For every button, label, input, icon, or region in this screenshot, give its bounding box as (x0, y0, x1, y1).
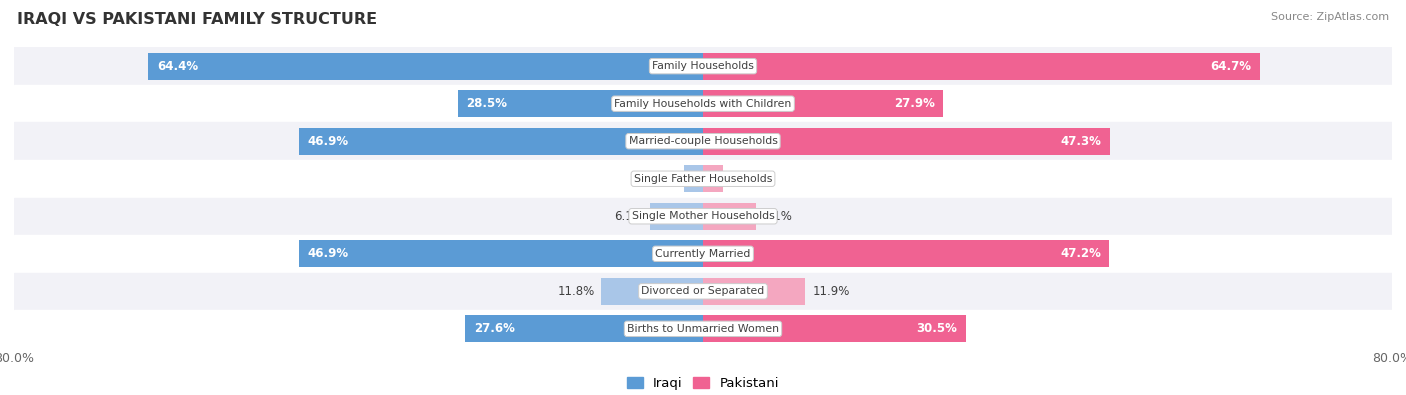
Text: Married-couple Households: Married-couple Households (628, 136, 778, 146)
Text: 46.9%: 46.9% (308, 247, 349, 260)
Text: 11.9%: 11.9% (813, 285, 849, 298)
Text: 27.6%: 27.6% (474, 322, 515, 335)
Bar (703, 278, 806, 305)
Bar (703, 203, 755, 230)
Bar (703, 240, 1109, 267)
Text: Single Father Households: Single Father Households (634, 174, 772, 184)
Bar (299, 240, 703, 267)
Text: 46.9%: 46.9% (308, 135, 349, 148)
Text: Births to Unmarried Women: Births to Unmarried Women (627, 324, 779, 334)
Bar (703, 90, 943, 117)
Bar (14, 310, 1392, 348)
Bar (457, 90, 703, 117)
Bar (703, 128, 1111, 155)
Text: 11.8%: 11.8% (557, 285, 595, 298)
Text: Family Households with Children: Family Households with Children (614, 99, 792, 109)
Bar (149, 53, 703, 80)
Text: 64.4%: 64.4% (157, 60, 198, 73)
Bar (703, 165, 723, 192)
Legend: Iraqi, Pakistani: Iraqi, Pakistani (621, 371, 785, 395)
Text: 2.3%: 2.3% (730, 172, 759, 185)
Text: 2.2%: 2.2% (647, 172, 678, 185)
Bar (14, 47, 1392, 85)
Text: 28.5%: 28.5% (467, 97, 508, 110)
Text: 47.2%: 47.2% (1060, 247, 1101, 260)
Bar (14, 122, 1392, 160)
Text: Single Mother Households: Single Mother Households (631, 211, 775, 221)
Bar (299, 128, 703, 155)
Text: 30.5%: 30.5% (917, 322, 957, 335)
Text: Currently Married: Currently Married (655, 249, 751, 259)
Bar (685, 165, 703, 192)
Bar (465, 315, 703, 342)
Text: 27.9%: 27.9% (894, 97, 935, 110)
Bar (14, 160, 1392, 198)
Bar (602, 278, 703, 305)
Text: 47.3%: 47.3% (1062, 135, 1102, 148)
Bar (651, 203, 703, 230)
Text: Source: ZipAtlas.com: Source: ZipAtlas.com (1271, 12, 1389, 22)
Text: 6.1%: 6.1% (762, 210, 793, 223)
Text: 64.7%: 64.7% (1211, 60, 1251, 73)
Text: Family Households: Family Households (652, 61, 754, 71)
Bar (14, 235, 1392, 273)
Bar (14, 85, 1392, 122)
Bar (703, 53, 1260, 80)
Text: 6.1%: 6.1% (613, 210, 644, 223)
Bar (703, 315, 966, 342)
Text: Divorced or Separated: Divorced or Separated (641, 286, 765, 296)
Bar (14, 273, 1392, 310)
Text: IRAQI VS PAKISTANI FAMILY STRUCTURE: IRAQI VS PAKISTANI FAMILY STRUCTURE (17, 12, 377, 27)
Bar (14, 198, 1392, 235)
